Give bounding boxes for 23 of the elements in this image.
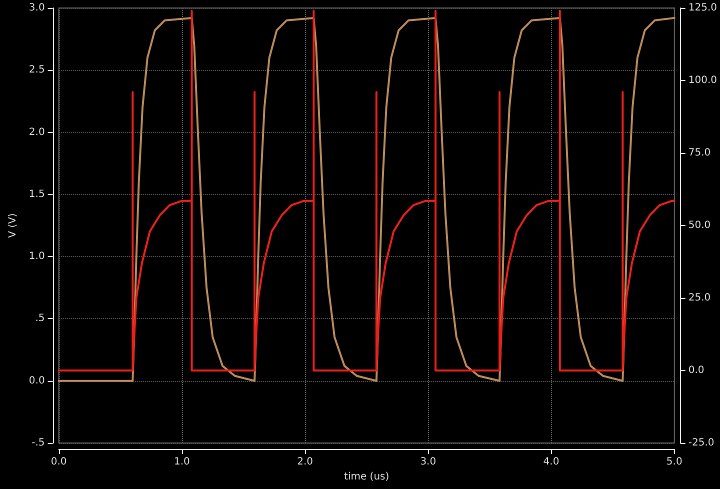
y2-tick-label: 75.0 xyxy=(688,148,711,158)
y-tick-label: 3.0 xyxy=(28,2,45,14)
y-tick-label: 0.0 xyxy=(28,375,45,386)
y2-tick-label: 0.0 xyxy=(688,365,704,376)
y2-tick-label: -25.0 xyxy=(688,438,714,448)
y-tick-label: 2.5 xyxy=(28,64,45,76)
x-tick-label: 3.0 xyxy=(420,456,436,468)
y-tick-label: 1.5 xyxy=(28,188,45,200)
x-tick-label: 5.0 xyxy=(666,456,682,468)
y2-tick-label: 100.0 xyxy=(688,75,718,86)
y-tick-label: 2.0 xyxy=(28,126,45,138)
x-tick-label: 4.0 xyxy=(543,456,560,468)
x-tick-label: 1.0 xyxy=(174,456,190,468)
y-tick-label: -.5 xyxy=(32,438,45,448)
x-tick-label: 0.0 xyxy=(50,456,67,468)
y2-tick-label: 25.0 xyxy=(688,292,711,304)
y2-tick-label: 125.0 xyxy=(688,2,718,14)
y-tick-label: .5 xyxy=(35,313,45,324)
x-axis-title: time (us) xyxy=(344,471,390,482)
x-tick-label: 2.0 xyxy=(297,456,313,468)
y2-tick-label: 50.0 xyxy=(688,220,711,231)
y-axis-title: V (V) xyxy=(8,213,18,238)
y-tick-label: 1.0 xyxy=(28,251,45,262)
